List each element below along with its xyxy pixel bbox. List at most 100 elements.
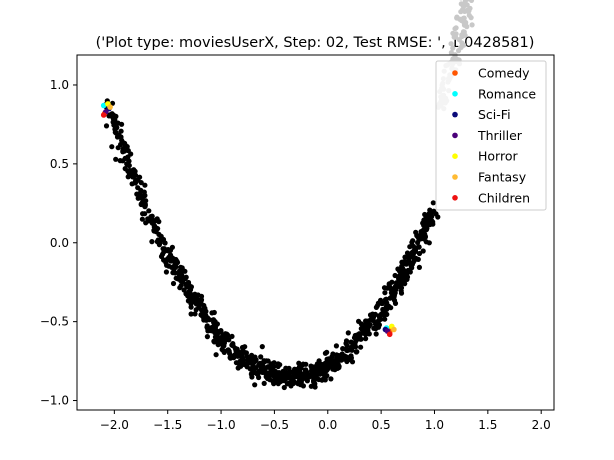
users-point [404,250,411,256]
users-point [229,342,235,348]
users-point [330,364,336,370]
users-point [283,365,289,371]
users-point [250,364,256,370]
background-points [103,0,475,391]
users-point [149,220,155,226]
legend-marker-sci-fi [452,111,458,118]
users-point [407,244,413,250]
users-point [234,346,240,352]
users-point [189,296,195,302]
y-tick-label: 1.0 [50,78,69,92]
plot-area [100,0,475,391]
users-point [390,291,396,297]
users-point [281,384,287,391]
genre-points [100,101,397,338]
users-point [382,316,388,322]
movies-point [450,45,456,51]
users-point [210,317,217,323]
users-point [251,369,257,375]
users-point [386,282,392,288]
users-point [268,361,274,367]
users-point [194,296,200,302]
users-point [118,141,124,148]
users-point [392,272,398,279]
users-point [188,301,194,307]
users-point [198,293,205,299]
users-point [113,156,119,162]
users-point [398,290,405,296]
movies-point [468,0,475,3]
users-point [164,262,170,268]
users-point [338,356,344,362]
users-point [402,281,408,287]
y-tick-label: −0.5 [40,315,69,329]
movies-point [448,41,454,47]
movies-point [456,37,462,43]
users-point [431,208,437,214]
x-tick-label: 0.5 [372,418,391,432]
users-point [412,248,418,254]
users-point [271,371,277,377]
users-point [156,219,162,225]
users-point [146,208,152,214]
users-point [115,120,121,126]
users-point [256,374,262,381]
users-point [404,274,411,280]
users-point [324,349,330,355]
users-point [116,132,122,138]
users-point [211,339,217,345]
users-point [362,323,369,329]
y-tick-label: −1.0 [40,394,69,408]
users-point [192,311,198,317]
users-point [258,354,264,360]
legend-marker-children [452,195,458,201]
movies-point [460,29,467,35]
users-point [409,265,415,271]
users-point [387,295,393,301]
users-point [262,358,268,365]
x-tick-label: −1.5 [153,418,182,432]
users-point [252,382,258,388]
users-point [358,344,364,350]
users-point [316,365,322,371]
legend-label-children: Children [478,190,530,205]
legend-marker-comedy [452,70,458,76]
users-point [398,277,404,284]
users-point [426,240,432,246]
users-point [174,259,181,266]
users-point [183,291,189,297]
users-point [388,287,394,293]
users-point [229,333,235,339]
users-point [200,311,206,318]
users-point [260,363,266,369]
users-point [300,361,306,367]
users-point [421,217,427,223]
users-point [161,249,167,255]
movies-point [461,20,467,26]
users-point [167,252,174,258]
users-point [330,358,336,364]
users-point [402,254,408,260]
users-point [308,383,314,389]
users-point [281,378,287,384]
movies-point [461,16,467,22]
users-point [383,297,389,303]
users-point [284,371,290,377]
users-point [393,286,399,292]
users-point [324,360,330,366]
users-point [345,330,351,336]
users-point [395,266,401,272]
users-point [324,373,330,379]
users-point [344,347,350,353]
users-point [213,352,219,358]
users-point [214,328,221,334]
users-point [303,368,309,374]
users-point [118,128,124,134]
users-point [248,357,254,363]
series-point-children [100,112,107,118]
users-point [170,280,177,287]
users-point [373,331,379,337]
users-point [417,236,423,242]
series-point-fantasy [391,326,397,333]
users-point [221,349,227,355]
